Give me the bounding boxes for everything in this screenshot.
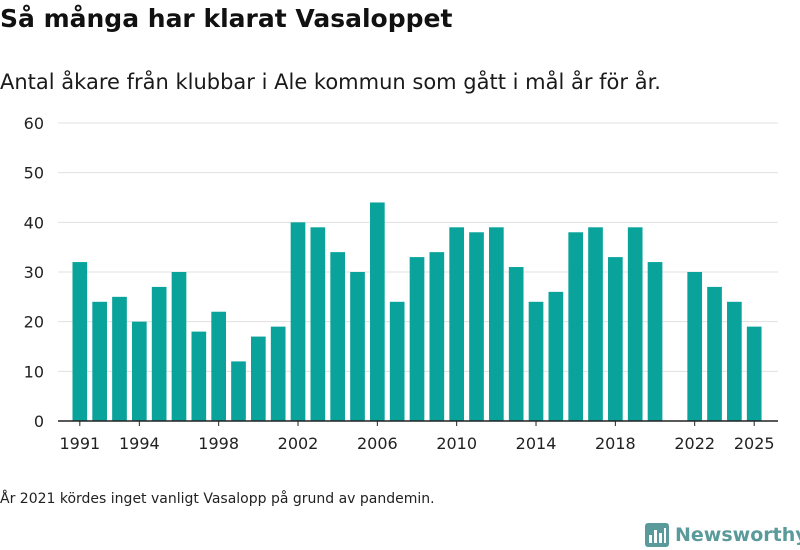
newsworthy-logo-icon — [645, 523, 669, 547]
bar-1997 — [191, 331, 207, 421]
bar-2003 — [310, 227, 326, 421]
bar-2000 — [250, 336, 266, 421]
y-tick-label-50: 50 — [24, 164, 44, 183]
chart-title: Så många har klarat Vasaloppet — [0, 4, 453, 33]
y-tick-label-0: 0 — [34, 412, 44, 431]
bar-2015 — [548, 291, 564, 421]
bar-2001 — [270, 326, 286, 421]
bar-2013 — [508, 267, 524, 421]
bar-2006 — [370, 202, 385, 421]
bar-1995 — [151, 286, 167, 421]
bar-2004 — [330, 252, 346, 421]
bar-2022 — [687, 272, 703, 421]
bar-1999 — [231, 361, 246, 421]
bar-2007 — [389, 301, 405, 421]
bar-2011 — [469, 232, 484, 421]
y-tick-label-60: 60 — [24, 114, 44, 133]
x-tick-label-2022: 2022 — [674, 434, 715, 453]
y-tick-label-20: 20 — [24, 313, 44, 332]
y-tick-label-10: 10 — [24, 362, 44, 381]
brand-name: Newsworthy — [675, 524, 800, 546]
bar-1996 — [171, 272, 187, 421]
bar-2014 — [528, 301, 544, 421]
x-tick-label-2025: 2025 — [734, 434, 775, 453]
bar-2019 — [627, 227, 643, 421]
bar-chart: 0 10 20 30 40 50 60 1991 1994 1998 2002 2006 2010 201… — [24, 114, 778, 453]
chart-subtitle: Antal åkare från klubbar i Ale kommun so… — [0, 70, 661, 94]
x-tick-label-1998: 1998 — [198, 434, 239, 453]
bar-2008 — [409, 257, 425, 421]
bar-2017 — [588, 227, 603, 421]
bar-2012 — [489, 227, 504, 421]
bar-2018 — [608, 257, 623, 421]
bar-2005 — [350, 272, 365, 421]
bar-2025 — [746, 326, 762, 421]
bar-1993 — [112, 296, 127, 421]
bar-2016 — [568, 232, 584, 421]
bar-1994 — [131, 321, 147, 421]
bar-2002 — [290, 222, 306, 421]
y-tick-label-40: 40 — [24, 213, 44, 232]
bar-2009 — [429, 252, 445, 421]
y-tick-label-30: 30 — [24, 263, 44, 282]
x-tick-label-2002: 2002 — [278, 434, 319, 453]
bar-1991 — [72, 262, 88, 421]
x-tick-label-2006: 2006 — [357, 434, 398, 453]
bar-1998 — [211, 311, 226, 421]
bar-2024 — [727, 301, 742, 421]
x-tick-label-2018: 2018 — [595, 434, 636, 453]
brand[interactable]: Newsworthy — [645, 520, 800, 550]
x-tick-label-2014: 2014 — [516, 434, 557, 453]
bar-2010 — [449, 227, 465, 421]
bar-2020 — [647, 262, 663, 421]
x-tick-label-1991: 1991 — [59, 434, 100, 453]
x-tick-label-1994: 1994 — [119, 434, 160, 453]
bar-1992 — [92, 301, 107, 421]
x-tick-label-2010: 2010 — [436, 434, 477, 453]
bar-2023 — [707, 286, 722, 421]
footnote: År 2021 kördes inget vanligt Vasalopp på… — [0, 491, 435, 507]
